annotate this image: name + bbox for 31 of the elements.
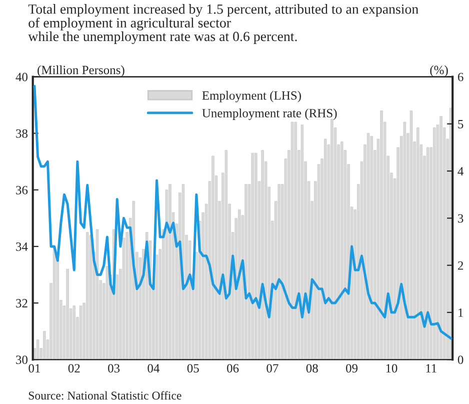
y2-tick-label: 6 [458, 72, 464, 82]
x-tick-label: 04 [148, 364, 160, 373]
source-note: Source: National Statistic Office [28, 391, 182, 400]
y2-tick-label: 3 [458, 214, 464, 223]
legend-label: Unemployment rate (RHS) [202, 108, 337, 120]
x-tick-label: 08 [306, 364, 318, 373]
x-tick-label: 05 [187, 364, 199, 373]
legend-label: Employment (LHS) [202, 90, 301, 102]
y2-axis-title: (%) [430, 65, 448, 77]
y-tick-label: 36 [16, 186, 28, 194]
y2-tick-label: 1 [458, 308, 463, 317]
y-tick-label: 30 [16, 356, 28, 364]
chart-title: Total employment increased by 1.5 percent, attributed to an expansion of employment in agricultural sector while the unemployment rate was at 0.6 percent. [28, 4, 418, 44]
y-tick-label: 38 [16, 129, 28, 138]
x-tick-label: 10 [386, 364, 398, 373]
x-tick-label: 06 [227, 364, 239, 373]
x-tick-label: 07 [266, 364, 278, 373]
y2-tick-label: 0 [458, 356, 464, 364]
y2-tick-label: 5 [458, 120, 464, 128]
y-tick-label: 40 [16, 72, 28, 82]
line-series [33, 84, 452, 340]
y-axis-title: (Million Persons) [38, 65, 124, 77]
x-tick-label: 09 [346, 364, 358, 373]
x-tick-label: 02 [68, 364, 80, 373]
x-tick-label: 11 [426, 364, 436, 372]
x-tick-label: 03 [108, 364, 120, 373]
y-tick-label: 32 [16, 299, 28, 308]
x-tick-label: 01 [28, 364, 40, 373]
y2-tick-label: 4 [458, 167, 464, 176]
y-tick-label: 34 [16, 242, 28, 251]
y2-tick-label: 2 [458, 261, 464, 270]
